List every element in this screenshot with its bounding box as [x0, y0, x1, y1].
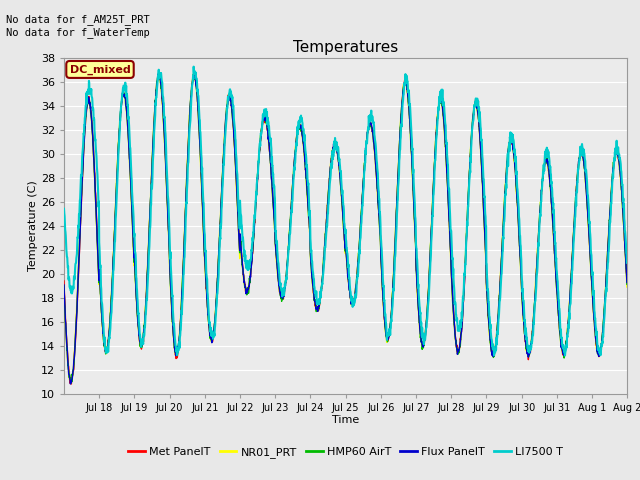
Text: DC_mixed: DC_mixed	[70, 64, 131, 74]
X-axis label: Time: Time	[332, 415, 359, 425]
Y-axis label: Temperature (C): Temperature (C)	[28, 180, 38, 271]
Legend: Met PanelT, NR01_PRT, HMP60 AirT, Flux PanelT, LI7500 T: Met PanelT, NR01_PRT, HMP60 AirT, Flux P…	[124, 443, 568, 463]
Text: No data for f_AM25T_PRT
No data for f_WaterTemp: No data for f_AM25T_PRT No data for f_Wa…	[6, 14, 150, 38]
Title: Temperatures: Temperatures	[293, 40, 398, 55]
